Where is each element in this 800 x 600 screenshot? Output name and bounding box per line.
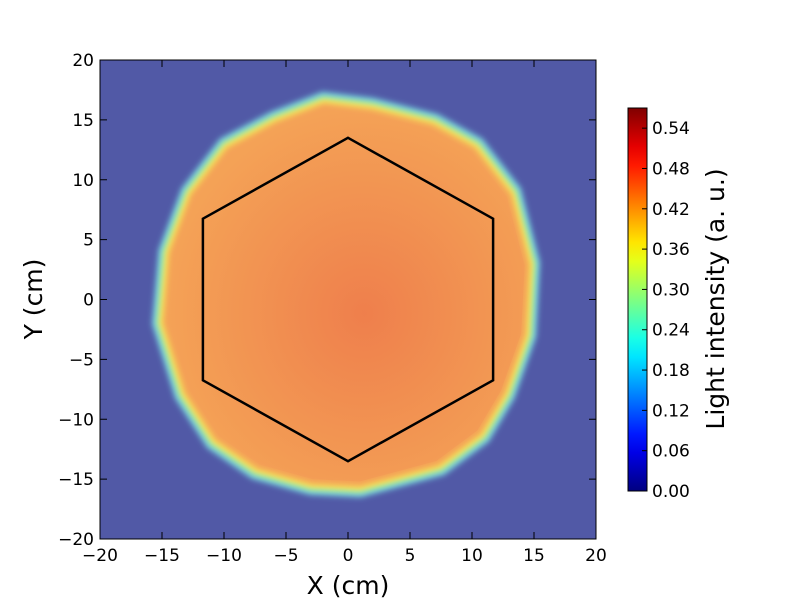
colorbar-label: Light intensity (a. u.) xyxy=(701,168,730,429)
colorbar: 0.00 0.06 0.12 0.18 0.24 0.30 0.36 0.42 0.48 0.54 xyxy=(627,107,690,502)
colorbar-tick-label: 0.18 xyxy=(652,361,690,381)
colorbar-tick-label: 0.06 xyxy=(652,442,690,462)
x-tick-label: −20 xyxy=(82,546,118,566)
hexagon-outline xyxy=(201,136,495,463)
colorbar-tick-label: 0.36 xyxy=(652,240,690,260)
x-tick-label: 0 xyxy=(343,546,354,566)
x-tick-label: −15 xyxy=(144,546,180,566)
x-tick-label: −5 xyxy=(273,546,298,566)
colorbar-tick-label: 0.54 xyxy=(652,119,690,139)
x-tick-label: −10 xyxy=(206,546,242,566)
colorbar-tick-label: 0.30 xyxy=(652,280,690,300)
y-tick-label: 5 xyxy=(83,231,94,251)
y-tick-label: −5 xyxy=(69,350,94,370)
x-tick-label: 10 xyxy=(461,546,483,566)
intensity-disk xyxy=(151,91,541,498)
y-tick-label: 20 xyxy=(72,51,94,71)
y-tick-label: −20 xyxy=(58,530,94,550)
y-tick-label: 15 xyxy=(72,111,94,131)
y-axis-ticks: −20 −15 −10 −5 0 5 10 15 20 xyxy=(58,51,596,550)
colorbar-tick-label: 0.42 xyxy=(652,200,690,220)
x-tick-label: 15 xyxy=(523,546,545,566)
colorbar-gradient xyxy=(627,107,648,492)
colorbar-tick-label: 0.24 xyxy=(652,321,690,341)
y-tick-label: 0 xyxy=(83,291,94,311)
x-axis-title: X (cm) xyxy=(307,571,390,600)
x-tick-label: 20 xyxy=(585,546,607,566)
x-axis-ticks: −20 −15 −10 −5 0 5 10 15 20 xyxy=(82,60,607,566)
colorbar-tick-label: 0.00 xyxy=(652,482,690,502)
colorbar-tick-label: 0.12 xyxy=(652,401,690,421)
colorbar-tick-label: 0.48 xyxy=(652,159,690,179)
disk-center-hotspot xyxy=(167,108,525,482)
plot-area xyxy=(99,59,597,540)
y-tick-label: −15 xyxy=(58,470,94,490)
y-axis-title: Y (cm) xyxy=(19,259,48,341)
y-tick-label: 10 xyxy=(72,171,94,191)
x-tick-label: 5 xyxy=(405,546,416,566)
y-tick-label: −10 xyxy=(58,410,94,430)
